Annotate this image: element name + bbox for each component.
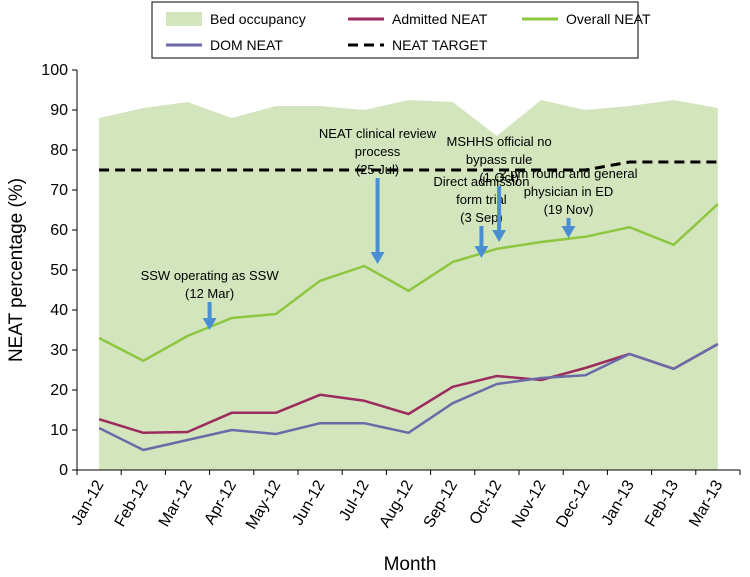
annotation-arrow-head xyxy=(492,230,507,242)
annotation-text: MSHHS official no xyxy=(446,134,551,149)
y-tick-label: 90 xyxy=(50,102,68,119)
annotation-text: process xyxy=(355,144,401,159)
annotation-text: form trial xyxy=(456,192,507,207)
y-tick-label: 20 xyxy=(50,382,68,399)
annotation-text: (25 Jul) xyxy=(356,162,399,177)
legend-swatch-bed-occupancy xyxy=(166,12,202,26)
y-tick-label: 40 xyxy=(50,302,68,319)
annotation-text: (19 Nov) xyxy=(544,202,594,217)
x-tick-label: Jan-13 xyxy=(599,477,638,528)
y-tick-label: 70 xyxy=(50,182,68,199)
y-tick-label: 60 xyxy=(50,222,68,239)
x-tick-label: Oct-12 xyxy=(467,477,506,527)
y-tick-label: 10 xyxy=(50,422,68,439)
y-tick-label: 80 xyxy=(50,142,68,159)
x-tick-label: Aug-12 xyxy=(376,477,417,530)
x-tick-label: Apr-12 xyxy=(201,477,240,527)
x-tick-label: Jul-12 xyxy=(336,477,373,523)
x-tick-label: Mar-12 xyxy=(156,477,196,529)
y-tick-label: 0 xyxy=(59,462,68,479)
x-tick-label: Sep-12 xyxy=(421,477,462,530)
x-tick-label: Dec-12 xyxy=(553,477,594,530)
annotation-arrow-head xyxy=(202,318,217,330)
annotation-text: SSW operating as SSW xyxy=(141,268,280,283)
y-tick-label: 100 xyxy=(41,62,68,79)
y-axis-title: NEAT percentage (%) xyxy=(6,178,27,362)
y-tick-label: 30 xyxy=(50,342,68,359)
annotation-arrow-head xyxy=(370,252,385,264)
x-tick-label: Nov-12 xyxy=(509,477,550,530)
x-axis-title: Month xyxy=(384,554,437,575)
x-tick-label: Jan-12 xyxy=(68,477,107,528)
legend-label-neat-target: NEAT TARGET xyxy=(392,37,488,53)
annotation-text: (1 Oct) xyxy=(479,170,519,185)
annotation-text: Direct admission xyxy=(433,174,529,189)
annotation-arrow-head xyxy=(561,226,576,238)
annotation-text: bypass rule xyxy=(466,152,532,167)
x-tick-label: May-12 xyxy=(243,477,284,532)
annotations: SSW operating as SSW (12 Mar) NEAT clinica… xyxy=(141,126,638,330)
annotation-text: (12 Mar) xyxy=(185,286,234,301)
legend-box xyxy=(151,1,639,59)
x-tick-label: Feb-13 xyxy=(642,477,682,529)
line-dom-neat xyxy=(98,342,719,452)
annotation-text: physician in ED xyxy=(524,184,614,199)
line-overall-neat xyxy=(98,203,719,363)
x-tick-label: Feb-12 xyxy=(112,477,152,529)
legend: Bed occupancy Admitted NEAT Overall NEAT DO… xyxy=(151,1,651,59)
legend-label-bed-occupancy: Bed occupancy xyxy=(210,11,306,27)
line-neat-target xyxy=(99,160,718,172)
annotation-text: 2 pm round and general xyxy=(499,166,637,181)
plot-area xyxy=(98,100,719,470)
x-tick-label: Mar-13 xyxy=(686,477,726,529)
legend-label-dom-neat: DOM NEAT xyxy=(210,37,283,53)
annotation-text: (3 Sep) xyxy=(460,210,503,225)
annotation-arrow-head xyxy=(474,246,489,258)
annotation-text: NEAT clinical review xyxy=(319,126,437,141)
y-tick-label: 50 xyxy=(50,262,68,279)
line-admitted-neat xyxy=(98,342,719,435)
legend-label-admitted-neat: Admitted NEAT xyxy=(392,11,488,27)
x-tick-label: Jun-12 xyxy=(289,477,328,528)
legend-label-overall-neat: Overall NEAT xyxy=(566,11,651,27)
